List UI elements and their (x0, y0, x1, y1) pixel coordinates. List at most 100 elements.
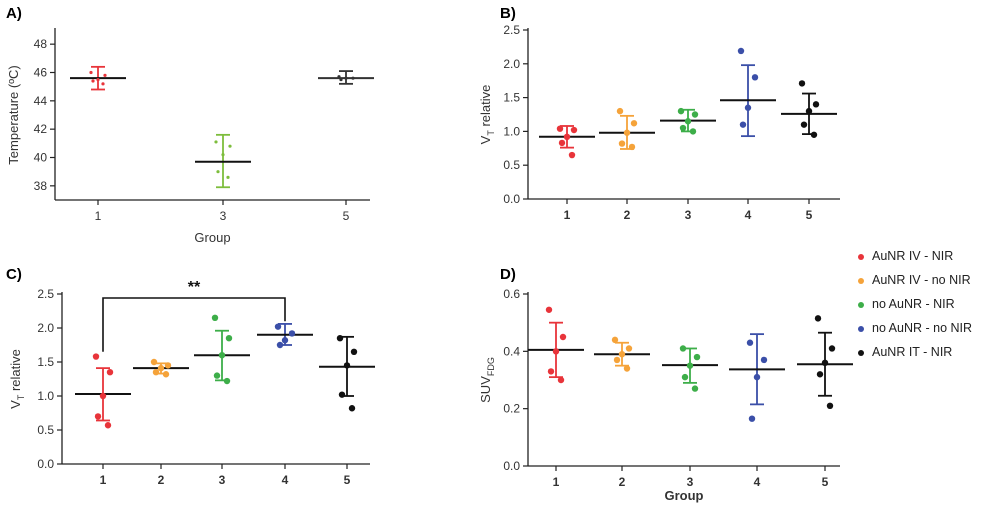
y-axis-title: SUVFDG (478, 357, 496, 403)
data-point (547, 368, 555, 375)
y-tick-label: 42 (34, 122, 48, 136)
data-point (545, 306, 553, 313)
legend-dot-icon (858, 349, 864, 356)
data-point (693, 353, 701, 361)
data-point (812, 101, 820, 108)
data-point (826, 402, 834, 409)
data-point (686, 362, 694, 369)
data-point (351, 76, 355, 80)
data-point (91, 79, 95, 83)
y-tick-label: 2.0 (503, 57, 520, 71)
data-point (104, 422, 112, 429)
data-point (616, 107, 624, 115)
legend-label: AuNR IV - no NIR (872, 273, 971, 287)
y-tick-label: 2.5 (37, 287, 54, 301)
legend-label: no AuNR - NIR (872, 297, 955, 311)
data-point (558, 139, 566, 147)
significance-label: ** (188, 279, 201, 296)
x-tick-label: 4 (282, 473, 289, 487)
data-point (218, 352, 226, 359)
x-tick-label: 1 (100, 473, 107, 487)
data-point (748, 415, 756, 422)
data-point (689, 128, 697, 135)
x-tick-label: 1 (553, 475, 560, 489)
legend-item: AuNR IV - NIR (858, 248, 953, 264)
data-point (810, 131, 818, 138)
y-tick-label: 48 (34, 37, 48, 51)
data-point (681, 373, 689, 381)
y-tick-label: 46 (34, 66, 48, 80)
data-point (679, 345, 687, 352)
data-point (800, 121, 808, 128)
y-axis-title: VT relative (478, 85, 496, 145)
y-tick-label: 0.5 (503, 158, 520, 172)
chart-panel-0: A) 38 40 42 44 46 48 1 3 5 Group Temperature (ºC) (6, 5, 374, 245)
legend-item: AuNR IV - no NIR (858, 272, 971, 288)
data-point (821, 359, 829, 366)
data-point (628, 143, 636, 151)
legend-dot-icon (858, 325, 864, 332)
data-point (556, 125, 564, 132)
panel-label: D) (500, 266, 516, 283)
x-tick-label: 2 (619, 475, 626, 489)
x-tick-label: 2 (624, 208, 631, 222)
data-point (816, 371, 824, 378)
y-tick-label: 2.0 (37, 321, 54, 335)
data-point (625, 345, 633, 352)
data-point (630, 120, 638, 127)
panel-label: A) (6, 5, 22, 22)
data-point (92, 353, 100, 360)
x-tick-label: 1 (95, 209, 102, 223)
data-point (276, 341, 284, 349)
legend-dot-icon (858, 253, 864, 260)
data-point (618, 140, 626, 147)
significance-bracket (102, 297, 286, 352)
legend-item: no AuNR - no NIR (858, 320, 972, 336)
x-tick-label: 5 (343, 209, 350, 223)
data-point (339, 77, 343, 82)
x-tick-label: 5 (344, 473, 351, 487)
data-point (814, 315, 822, 322)
data-point (223, 377, 231, 385)
data-point (613, 356, 621, 364)
data-point (828, 345, 836, 352)
data-point (679, 124, 687, 132)
legend-item: AuNR IT - NIR (858, 344, 952, 360)
data-point (677, 107, 685, 115)
x-tick-label: 3 (685, 208, 692, 222)
data-point (343, 362, 351, 369)
y-tick-label: 0.0 (503, 459, 520, 473)
data-point (150, 358, 158, 366)
y-tick-label: 0.4 (503, 344, 520, 358)
y-tick-label: 40 (34, 151, 48, 165)
chart-panel-1: B) 0.0 0.5 1.0 1.5 2.0 2.5 1 2 3 4 5 VT relative (478, 5, 840, 222)
data-point (623, 365, 631, 372)
data-point (611, 336, 619, 344)
y-tick-label: 1.5 (37, 355, 54, 369)
data-point (739, 121, 747, 128)
data-point (691, 111, 699, 118)
data-point (557, 376, 565, 384)
data-point (162, 371, 170, 378)
data-point (691, 385, 699, 392)
panel-label: C) (6, 266, 22, 283)
x-tick-label: 4 (754, 475, 761, 489)
legend-label: AuNR IV - NIR (872, 249, 954, 263)
x-tick-label: 1 (564, 208, 571, 222)
data-point (552, 348, 560, 355)
data-point (746, 339, 754, 346)
x-axis-title: Group (194, 230, 230, 245)
y-tick-label: 0.0 (503, 192, 520, 206)
y-tick-label: 1.0 (37, 389, 54, 403)
data-point (684, 118, 692, 125)
data-point (228, 144, 232, 148)
chart-panel-2: C) 0.0 0.5 1.0 1.5 2.0 2.5 1 2 3 4 5 VT relative ** (6, 266, 375, 487)
data-point (274, 323, 282, 330)
data-point (221, 153, 225, 157)
y-axis-title: VT relative (8, 349, 26, 409)
legend-label: no AuNR - no NIR (872, 321, 973, 335)
data-point (559, 333, 567, 341)
data-point (737, 47, 745, 55)
data-point (214, 140, 218, 144)
